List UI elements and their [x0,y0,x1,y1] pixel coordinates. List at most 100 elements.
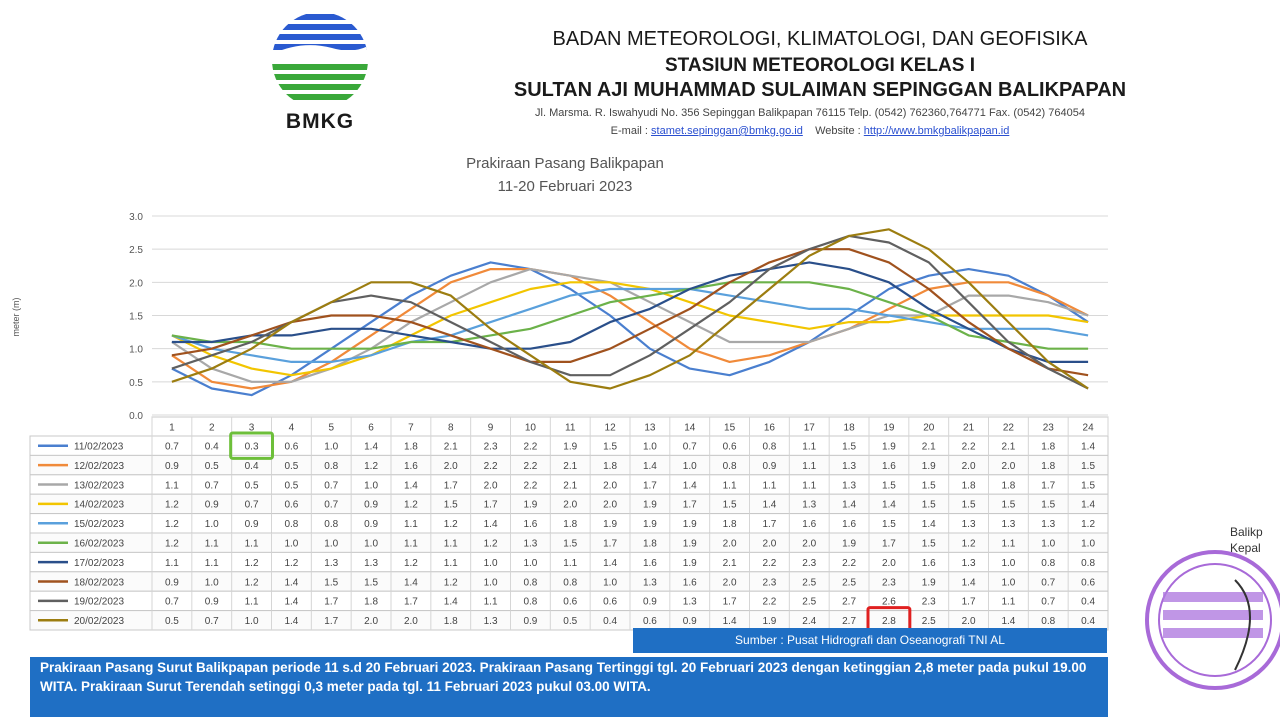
table-cell: 1.8 [563,519,577,530]
x-tick-label: 11 [565,423,576,434]
table-cell: 1.1 [484,597,498,608]
table-cell: 0.8 [1041,616,1055,627]
table-cell: 0.5 [245,480,259,491]
legend-label: 11/02/2023 [74,442,124,453]
website-link[interactable]: http://www.bmkgbalikpapan.id [863,125,1010,137]
x-tick-label: 12 [605,423,617,434]
table-cell: 2.0 [563,500,577,511]
table-cell: 1.1 [1001,597,1015,608]
table-cell: 1.7 [882,539,896,550]
table-cell: 0.8 [284,519,298,530]
table-cell: 2.2 [762,558,776,569]
table-cell: 1.4 [284,616,298,627]
table-cell: 1.3 [962,519,976,530]
table-cell: 1.0 [1041,539,1055,550]
x-tick-label: 18 [844,423,856,434]
table-cell: 1.2 [404,558,418,569]
table-cell: 2.3 [882,577,896,588]
table-cell: 1.4 [962,577,976,588]
table-cell: 0.9 [205,597,219,608]
table-cell: 1.0 [484,577,498,588]
table-cell: 1.4 [842,500,856,511]
table-cell: 2.8 [882,616,896,627]
table-cell: 0.6 [563,597,577,608]
x-tick-label: 23 [1043,423,1055,434]
table-cell: 1.4 [404,480,418,491]
table-cell: 1.5 [364,577,378,588]
table-cell: 1.1 [802,480,816,491]
table-cell: 1.0 [1001,577,1015,588]
table-cell: 0.8 [324,519,338,530]
table-cell: 1.9 [603,519,617,530]
table-cell: 1.1 [444,539,458,550]
table-cell: 0.9 [165,577,179,588]
email-link[interactable]: stamet.sepinggan@bmkg.go.id [651,125,803,137]
table-cell: 1.3 [842,480,856,491]
table-cell: 1.6 [643,558,657,569]
table-cell: 1.5 [962,500,976,511]
table-cell: 1.9 [882,442,896,453]
table-cell: 0.6 [723,442,737,453]
table-cell: 1.4 [762,500,776,511]
series-line-15-02-2023 [171,287,1089,363]
table-cell: 0.8 [523,577,537,588]
table-cell: 2.3 [802,558,816,569]
table-cell: 1.8 [404,442,418,453]
table-cell: 1.7 [444,480,458,491]
legend-label: 13/02/2023 [74,480,124,491]
table-cell: 1.1 [404,539,418,550]
table-cell: 1.1 [165,558,179,569]
table-cell: 1.0 [205,519,219,530]
table-cell: 1.9 [563,442,577,453]
table-cell: 2.0 [484,480,498,491]
table-cell: 1.3 [484,616,498,627]
table-cell: 1.7 [683,500,697,511]
table-cell: 1.8 [723,519,737,530]
contact-line: E-mail : stamet.sepinggan@bmkg.go.id Web… [400,125,1220,137]
series-line-16-02-2023 [171,281,1089,350]
table-cell: 1.2 [284,558,298,569]
table-cell: 1.4 [364,442,378,453]
x-tick-label: 24 [1083,423,1095,434]
table-cell: 2.0 [962,616,976,627]
table-cell: 1.5 [1001,500,1015,511]
table-cell: 1.1 [245,597,259,608]
table-cell: 1.5 [1081,461,1095,472]
table-cell: 0.7 [1041,577,1055,588]
x-tick-label: 4 [289,423,295,434]
table-cell: 0.5 [563,616,577,627]
y-tick-label: 0.0 [129,411,143,422]
table-cell: 1.6 [882,461,896,472]
x-tick-label: 21 [963,423,975,434]
table-cell: 2.1 [922,442,936,453]
table-cell: 0.7 [245,500,259,511]
table-cell: 1.5 [723,500,737,511]
table-cell: 2.7 [842,597,856,608]
x-tick-label: 13 [644,423,656,434]
x-tick-label: 9 [488,423,494,434]
table-cell: 0.7 [205,480,219,491]
table-cell: 2.0 [444,461,458,472]
table-cell: 2.0 [603,480,617,491]
table-cell: 1.1 [165,480,179,491]
table-cell: 1.5 [922,500,936,511]
table-cell: 2.2 [962,442,976,453]
email-label: E-mail : [610,125,648,137]
table-cell: 1.1 [802,442,816,453]
table-cell: 0.5 [284,461,298,472]
legend-label: 14/02/2023 [74,500,124,511]
table-cell: 0.3 [245,442,259,453]
x-tick-label: 1 [169,423,175,434]
table-cell: 1.2 [165,500,179,511]
table-cell: 1.9 [683,519,697,530]
table-cell: 1.6 [523,519,537,530]
address: Jl. Marsma. R. Iswahyudi No. 356 Sepingg… [535,107,1085,119]
table-cell: 0.5 [284,480,298,491]
table-cell: 2.2 [523,480,537,491]
table-cell: 1.3 [802,500,816,511]
table-cell: 1.5 [603,442,617,453]
table-cell: 1.0 [484,558,498,569]
table-cell: 1.0 [205,577,219,588]
station-line-1: STASIUN METEOROLOGI KELAS I [665,55,975,76]
table-cell: 1.3 [1041,519,1055,530]
